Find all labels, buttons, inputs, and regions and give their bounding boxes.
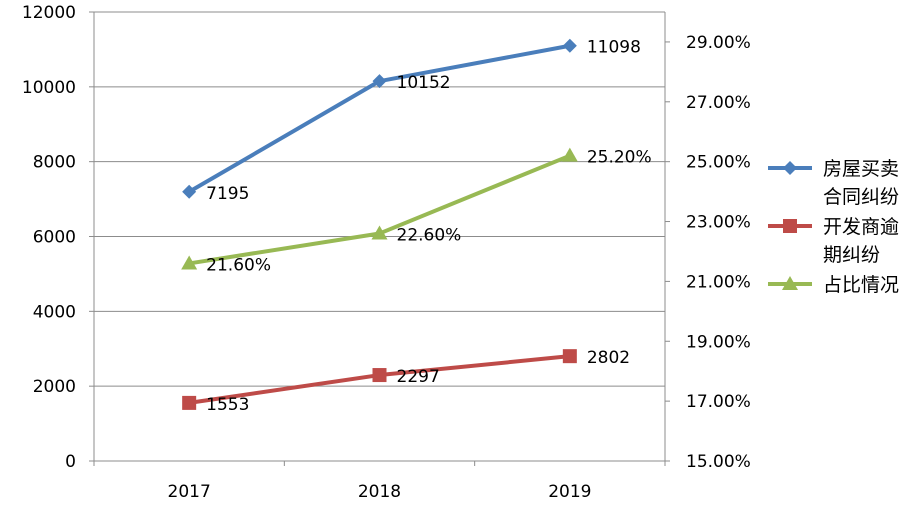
data-point-series-2 bbox=[372, 368, 387, 383]
data-label: 10152 bbox=[397, 73, 451, 93]
x-tick-label: 2018 bbox=[358, 482, 401, 502]
y-right-tick-label: 29.00% bbox=[686, 33, 751, 53]
y-left-tick-label: 6000 bbox=[33, 228, 76, 248]
y-left-tick-label: 10000 bbox=[22, 78, 76, 98]
data-label: 11098 bbox=[587, 38, 641, 58]
y-right-tick-label: 23.00% bbox=[686, 213, 751, 233]
y-left-tick-label: 12000 bbox=[22, 3, 76, 23]
series-line-1 bbox=[188, 43, 571, 194]
y-left-tick-label: 8000 bbox=[33, 153, 76, 173]
series-line-3 bbox=[188, 153, 571, 266]
data-point-series-3 bbox=[371, 225, 388, 240]
y-right-tick-label: 21.00% bbox=[686, 272, 751, 292]
legend-label: 占比情况 bbox=[823, 274, 899, 296]
y-left-tick-label: 4000 bbox=[33, 302, 76, 322]
legend-label: 合同纠纷 bbox=[823, 186, 899, 208]
y-left-tick-label: 2000 bbox=[33, 377, 76, 397]
data-point-series-1 bbox=[182, 184, 197, 199]
data-point-series-3 bbox=[181, 255, 198, 270]
data-point-series-2 bbox=[182, 395, 197, 410]
data-label: 25.20% bbox=[587, 148, 652, 168]
y-right-tick-label: 15.00% bbox=[686, 452, 751, 472]
data-point-series-1 bbox=[562, 38, 577, 53]
data-point-series-2 bbox=[562, 349, 577, 364]
y-right-tick-label: 17.00% bbox=[686, 392, 751, 412]
data-label: 7195 bbox=[206, 184, 249, 204]
data-label: 1553 bbox=[206, 395, 249, 415]
legend-label: 房屋买卖 bbox=[823, 158, 899, 180]
data-point-series-1 bbox=[372, 74, 387, 89]
legend-marker bbox=[783, 219, 797, 233]
y-right-tick-label: 27.00% bbox=[686, 93, 751, 113]
x-tick-label: 2017 bbox=[168, 482, 211, 502]
data-label: 22.60% bbox=[397, 226, 462, 246]
legend-marker bbox=[783, 161, 797, 175]
data-label: 2802 bbox=[587, 348, 630, 368]
data-point-series-3 bbox=[561, 147, 578, 162]
data-label: 2297 bbox=[397, 367, 440, 387]
data-label: 21.60% bbox=[206, 255, 271, 275]
y-left-tick-label: 0 bbox=[65, 452, 76, 472]
x-tick-label: 2019 bbox=[548, 482, 591, 502]
legend-label: 期纠纷 bbox=[823, 244, 880, 266]
legend-label: 开发商逾 bbox=[823, 216, 899, 238]
legend-marker bbox=[782, 276, 798, 290]
y-right-tick-label: 25.00% bbox=[686, 153, 751, 173]
y-right-tick-label: 19.00% bbox=[686, 332, 751, 352]
